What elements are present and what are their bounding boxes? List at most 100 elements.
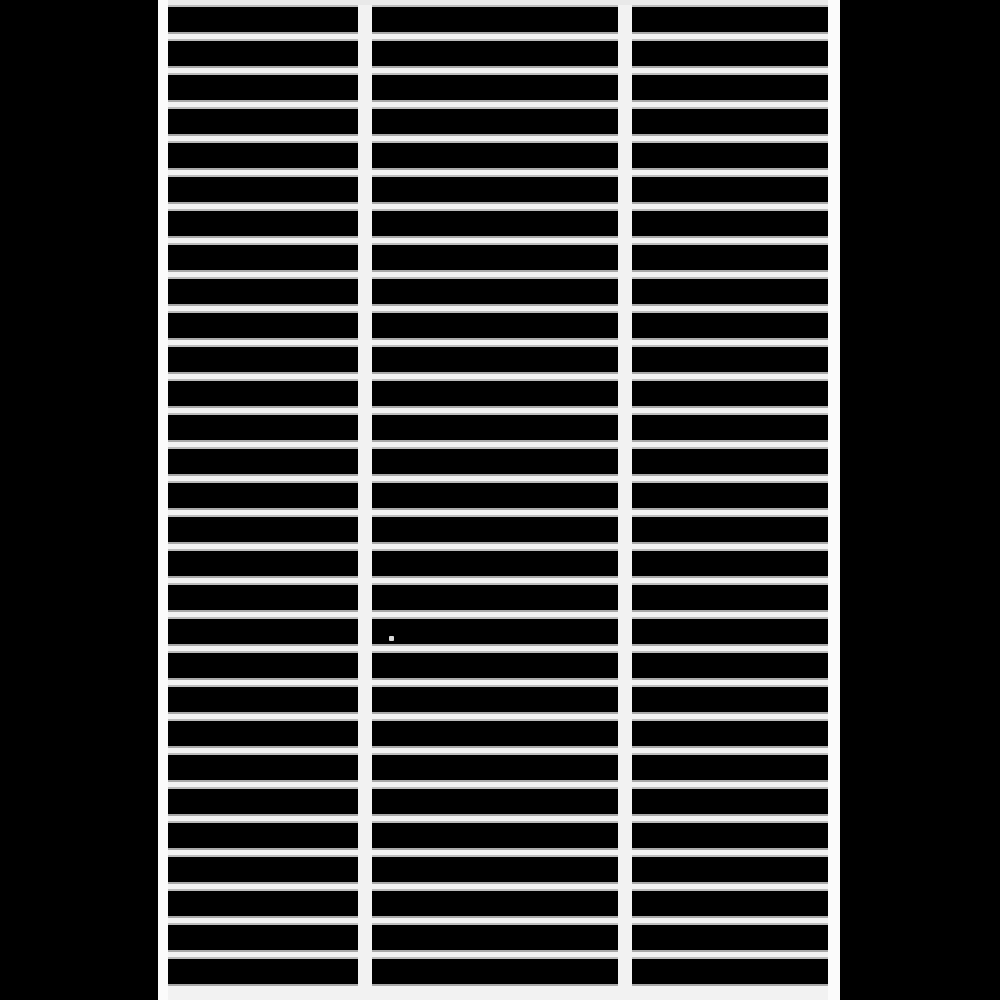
text-line [632,481,828,510]
text-line [632,685,828,714]
text-line [168,39,358,68]
text-line [168,311,358,340]
text-line [372,753,618,782]
text-line [168,685,358,714]
text-line [632,141,828,170]
page-top-rule [158,0,840,5]
text-line [632,277,828,306]
text-line [632,5,828,34]
text-line [632,209,828,238]
text-line [632,379,828,408]
text-line [168,719,358,748]
text-line [372,209,618,238]
text-line [632,311,828,340]
column-gutter-1 [358,0,372,1000]
text-line [168,651,358,680]
text-line [168,447,358,476]
text-line [632,345,828,374]
text-line [632,719,828,748]
text-line [632,889,828,918]
text-line [372,651,618,680]
text-line [632,73,828,102]
text-line [372,107,618,136]
text-line [168,107,358,136]
text-line [372,855,618,884]
document-title: Scanned Document Page [0,0,1,1]
text-line [372,243,618,272]
text-line [372,957,618,986]
text-line [372,583,618,612]
text-line [372,549,618,578]
text-line [168,923,358,952]
text-line [632,821,828,850]
text-line [372,141,618,170]
text-line [168,141,358,170]
text-line [372,821,618,850]
text-line [168,753,358,782]
text-line [168,175,358,204]
text-line [632,515,828,544]
text-line [372,5,618,34]
text-line [168,583,358,612]
text-line [372,787,618,816]
text-line [372,345,618,374]
text-line [372,889,618,918]
text-line [632,39,828,68]
text-line [632,447,828,476]
text-line [372,515,618,544]
text-line [372,617,618,646]
rendering-mode: binarized-inverted [0,0,1,1]
text-line [168,481,358,510]
scanned-page-sheet [158,0,840,1000]
column-center [372,0,618,1000]
text-line [372,481,618,510]
scan-speck-icon [389,636,394,641]
text-line [168,787,358,816]
text-line [168,855,358,884]
text-line [632,549,828,578]
page-left-margin [158,0,168,1000]
text-line [168,889,358,918]
text-line [168,821,358,850]
text-line [168,515,358,544]
text-line [632,583,828,612]
page-label: three-column text page [0,0,1,1]
text-line [632,923,828,952]
text-line [632,413,828,442]
text-line [372,311,618,340]
column-right [632,0,828,1000]
text-line [632,651,828,680]
page-right-margin [828,0,840,1000]
text-line [372,39,618,68]
text-line [168,957,358,986]
text-line [632,175,828,204]
text-line [168,209,358,238]
text-line [372,447,618,476]
text-line [168,345,358,374]
text-line [632,617,828,646]
page-left-inset [158,0,168,1000]
text-line [632,243,828,272]
text-line [372,73,618,102]
text-line [632,753,828,782]
text-line [372,175,618,204]
text-line [168,73,358,102]
text-line [168,379,358,408]
text-line [632,787,828,816]
text-line [372,685,618,714]
text-line [168,413,358,442]
text-line [372,277,618,306]
text-line [168,549,358,578]
column-gutter-2 [618,0,632,1000]
text-line [372,923,618,952]
text-line [168,243,358,272]
text-line [372,379,618,408]
text-line [372,413,618,442]
text-columns-container [158,0,840,1000]
text-line [632,107,828,136]
text-line [168,5,358,34]
text-line [168,277,358,306]
text-line [168,617,358,646]
text-line [632,957,828,986]
